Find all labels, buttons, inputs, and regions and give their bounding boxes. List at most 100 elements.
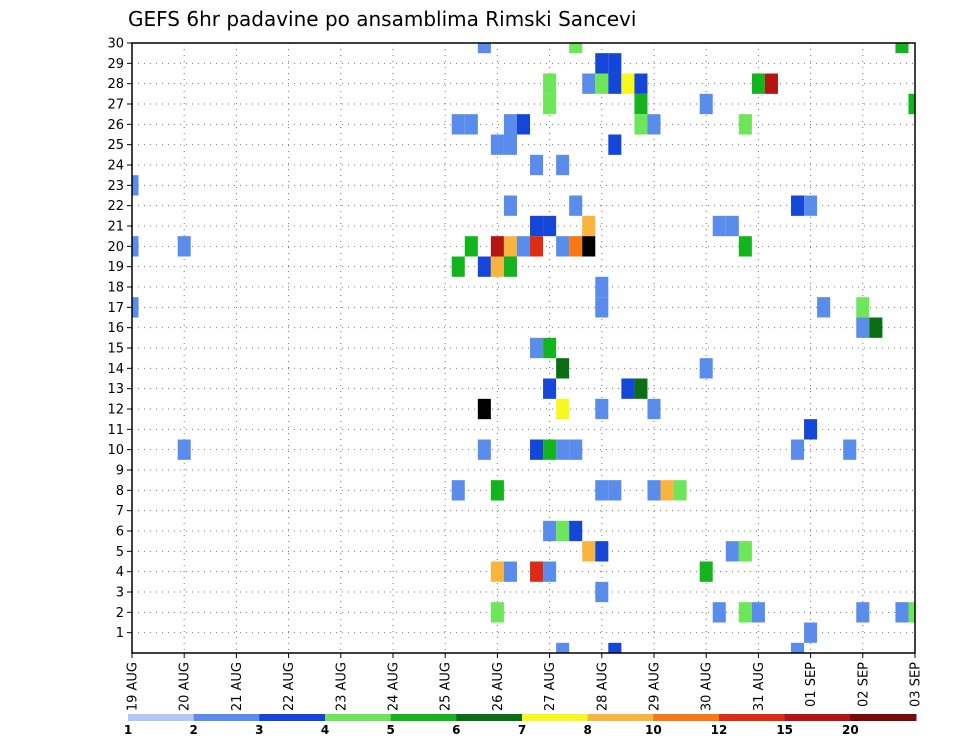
precip-cell — [856, 602, 870, 623]
x-tick-label: 27 AUG — [543, 662, 558, 711]
precip-cell — [543, 93, 557, 115]
precip-cell — [543, 215, 557, 237]
y-tick-label: 5 — [116, 545, 124, 560]
precip-cell — [556, 358, 570, 379]
precip-cell — [804, 622, 818, 643]
precip-cell — [699, 93, 713, 115]
y-tick-label: 16 — [107, 321, 124, 336]
precip-cell — [543, 561, 557, 582]
y-tick-label: 28 — [107, 77, 124, 92]
precip-cell — [699, 358, 713, 379]
precip-cell — [608, 134, 622, 155]
precip-cell — [738, 541, 752, 562]
precip-cell — [791, 195, 805, 216]
colorbar-label: 6 — [452, 723, 460, 737]
precip-cell — [477, 439, 491, 460]
precip-cell — [477, 256, 491, 277]
precip-cell — [634, 114, 648, 135]
precip-cell — [869, 317, 883, 338]
y-tick-label: 3 — [116, 586, 124, 601]
y-tick-label: 12 — [107, 403, 124, 418]
precip-cell — [451, 480, 465, 501]
y-tick-label: 7 — [116, 504, 124, 519]
precip-cell — [712, 602, 726, 623]
precip-cell — [634, 93, 648, 115]
cells-layer — [132, 43, 915, 653]
y-tick-label: 8 — [116, 484, 124, 499]
precip-cell — [582, 215, 596, 237]
precip-cell — [608, 642, 622, 653]
y-tick-label: 21 — [107, 220, 124, 235]
precip-cell — [791, 439, 805, 460]
precip-cell — [608, 73, 622, 94]
precip-cell — [595, 541, 609, 562]
precip-cell — [595, 297, 609, 318]
x-tick-label: 20 AUG — [178, 662, 193, 711]
y-tick-label: 17 — [107, 301, 124, 316]
y-tick-label: 20 — [107, 240, 124, 255]
colorbar-swatch — [522, 714, 589, 721]
x-tick-label: 19 AUG — [126, 662, 141, 711]
precip-cell — [791, 642, 805, 653]
colorbar-swatch — [850, 714, 917, 721]
precip-cell — [543, 378, 557, 399]
precip-cell — [569, 195, 583, 216]
precip-cell — [908, 602, 915, 623]
colorbar-swatch — [193, 714, 260, 721]
precip-cell — [530, 236, 544, 257]
precip-cell — [738, 114, 752, 135]
precip-cell — [634, 378, 648, 399]
y-tick-label: 25 — [107, 138, 124, 153]
precip-cell — [647, 480, 661, 501]
precip-cell — [543, 439, 557, 460]
precip-cell — [503, 236, 517, 257]
y-axis: 1234567891011121314151617181920212223242… — [107, 37, 132, 641]
colorbar-swatch — [259, 714, 326, 721]
precip-cell — [530, 561, 544, 582]
y-tick-label: 24 — [107, 159, 124, 174]
precip-cell — [856, 297, 870, 318]
colorbar-swatch — [456, 714, 523, 721]
x-tick-label: 22 AUG — [282, 662, 297, 711]
colorbar-swatch — [784, 714, 851, 721]
colorbar-label: 2 — [189, 723, 197, 737]
precip-cell — [543, 337, 557, 359]
precip-cell — [764, 73, 778, 94]
y-tick-label: 14 — [107, 362, 124, 377]
y-tick-label: 26 — [107, 118, 124, 133]
colorbar-label: 1 — [124, 723, 132, 737]
precip-cell — [556, 236, 570, 257]
precip-cell — [660, 480, 674, 501]
precip-cell — [621, 378, 635, 399]
precip-cell — [608, 480, 622, 501]
x-tick-label: 01 SEP — [804, 662, 819, 707]
y-tick-label: 29 — [107, 57, 124, 72]
precip-cell — [647, 114, 661, 135]
precip-cell — [490, 480, 504, 501]
colorbar-label: 20 — [842, 723, 859, 737]
precip-cell — [132, 236, 139, 257]
precip-cell — [595, 581, 609, 603]
precip-cell — [843, 439, 857, 460]
precip-cell — [516, 236, 531, 257]
precip-cell — [556, 642, 570, 653]
precip-cell — [177, 439, 191, 460]
precip-cell — [673, 480, 687, 501]
precip-cell — [804, 419, 818, 440]
precip-cell — [895, 43, 909, 54]
precip-cell — [582, 236, 596, 257]
precip-cell — [556, 398, 570, 420]
colorbar-label: 4 — [321, 723, 329, 737]
precip-cell — [490, 561, 504, 582]
precip-cell — [569, 520, 583, 542]
y-tick-label: 13 — [107, 382, 124, 397]
colorbar-label: 12 — [711, 723, 728, 737]
precip-cell — [556, 520, 570, 542]
colorbar-swatch — [128, 714, 195, 721]
precip-cell — [621, 73, 635, 94]
x-tick-label: 25 AUG — [439, 662, 454, 711]
precip-cell — [477, 398, 491, 420]
precip-cell — [908, 93, 915, 115]
precip-cell — [543, 520, 557, 542]
